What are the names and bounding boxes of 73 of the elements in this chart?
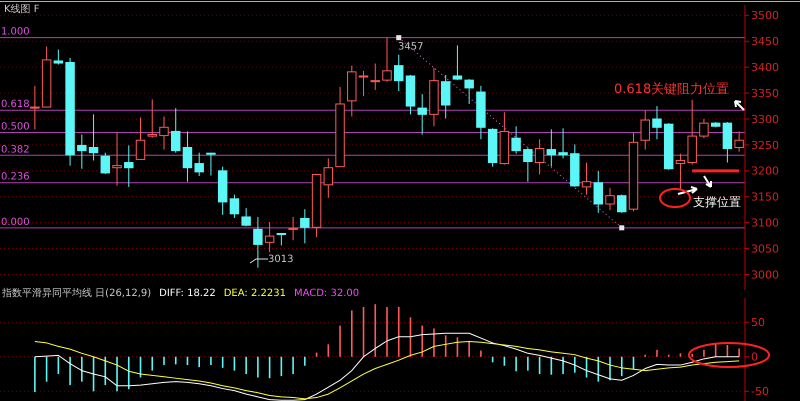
candlestick — [523, 147, 533, 182]
y-tick-label: 3450 — [751, 35, 779, 48]
annotation: 3457 — [398, 42, 424, 53]
candlestick — [88, 114, 98, 161]
y-tick-label: 3350 — [751, 86, 779, 100]
candlestick — [546, 128, 556, 168]
annotation: 0.500 — [1, 121, 30, 132]
annotation: 支撑位置 — [693, 195, 741, 209]
y-tick-label: -50 — [751, 385, 769, 398]
annotation: 0.000 — [1, 216, 30, 228]
candlestick — [30, 85, 40, 130]
y-tick-label: 3000 — [751, 268, 779, 282]
candlestick — [676, 153, 686, 190]
chart-title: 指数平滑异同平均线 日(26,12,9) — [1, 287, 152, 299]
candlestick — [241, 208, 251, 227]
candlestick — [54, 49, 64, 66]
annotation: 0.382 — [1, 144, 30, 156]
y-tick-label: 3150 — [751, 190, 779, 204]
candlestick — [136, 116, 146, 160]
candlestick — [358, 70, 368, 97]
candlestick — [264, 222, 274, 253]
y-tick-label: 50 — [751, 316, 765, 330]
annotation: 0.618关键阻力位置 — [614, 82, 730, 97]
candlestick — [288, 216, 298, 241]
candlestick — [159, 116, 169, 150]
text: DEA: 2.2231 — [224, 288, 286, 299]
candlestick — [452, 44, 462, 81]
candlestick — [394, 54, 404, 92]
candlestick — [594, 170, 604, 214]
candlestick — [605, 187, 615, 211]
y-tick-label: 3100 — [751, 216, 779, 230]
y-tick-label: 0 — [751, 350, 758, 364]
candlestick — [324, 158, 334, 198]
candlestick — [582, 162, 592, 196]
y-tick-label: 3300 — [751, 112, 779, 126]
candlestick — [206, 152, 216, 176]
y-tick-label: 3500 — [751, 9, 779, 22]
candlestick — [276, 232, 286, 246]
y-tick-label: 3400 — [751, 61, 779, 74]
candlestick — [253, 216, 263, 268]
candlestick — [640, 110, 650, 150]
candlestick — [534, 138, 544, 175]
candlestick — [464, 78, 474, 104]
annotation: 0.618 — [1, 99, 30, 110]
candlestick — [734, 130, 744, 152]
candlestick — [370, 63, 380, 90]
candlestick — [112, 132, 122, 186]
candlestick — [194, 152, 204, 176]
candlestick — [652, 106, 662, 140]
candlestick — [100, 152, 110, 174]
series-label: MACD: 32.00 — [294, 288, 360, 299]
candlestick — [148, 98, 157, 138]
candlestick — [440, 74, 450, 119]
candlestick — [417, 94, 427, 136]
candlestick — [182, 130, 192, 182]
candlestick — [699, 118, 709, 139]
y-tick-label: 3250 — [751, 138, 779, 152]
candlestick — [230, 194, 240, 218]
candlestick — [558, 128, 568, 159]
annotation: 1.000 — [1, 26, 30, 38]
candlestick — [77, 134, 87, 170]
candlestick — [382, 37, 392, 82]
candlestick — [124, 144, 134, 188]
y-tick-label: 3050 — [751, 242, 779, 256]
candlestick — [300, 208, 310, 244]
chart-title: K线图 F — [4, 3, 40, 15]
candlestick — [617, 194, 626, 214]
y-tick-label: 3200 — [751, 164, 779, 178]
annotation: 0.236 — [1, 172, 30, 183]
text: DIFF: 18.22 — [159, 288, 216, 299]
annotation: 3013 — [268, 254, 294, 265]
candlestick — [170, 108, 180, 154]
candlestick — [511, 126, 521, 154]
